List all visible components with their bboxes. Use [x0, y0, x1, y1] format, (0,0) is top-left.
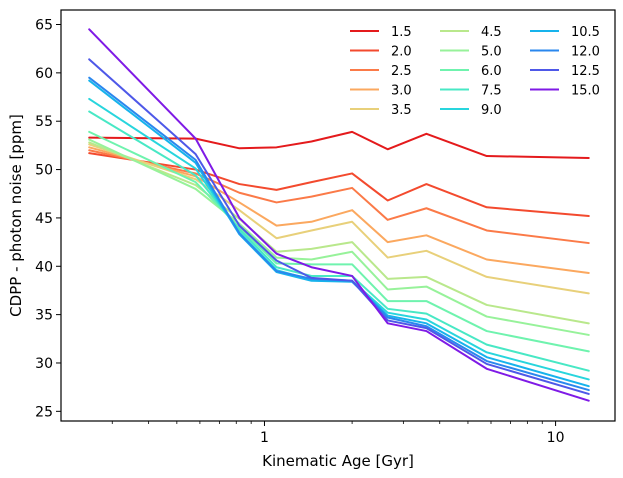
legend-item-15.0: 15.0: [530, 84, 600, 99]
legend-item-6.0: 6.0: [440, 64, 502, 79]
legend: 1.5 2.0 2.5 3.0 3.5 4.5 5.0 6.0 7.5 9.0 10.5 12.0 12…: [350, 25, 600, 118]
legend-item-12.0: 12.0: [530, 45, 600, 60]
y-tick-label: 40: [35, 259, 53, 275]
legend-label: 9.0: [481, 103, 502, 118]
legend-item-1.5: 1.5: [350, 25, 412, 40]
series-line-15.0: [88, 28, 590, 402]
series-line-2.0: [88, 152, 590, 217]
legend-item-5.0: 5.0: [440, 45, 502, 60]
series-line-1.5: [88, 130, 590, 159]
legend-label: 10.5: [571, 25, 600, 40]
legend-item-3.5: 3.5: [350, 103, 412, 118]
legend-label: 12.0: [571, 45, 600, 60]
series-line-7.5: [88, 110, 590, 372]
legend-label: 2.5: [391, 64, 412, 79]
y-tick-label: 55: [35, 114, 53, 130]
plot-frame: [60, 9, 616, 422]
legend-item-12.5: 12.5: [530, 64, 600, 79]
legend-label: 15.0: [571, 84, 600, 99]
legend-item-9.0: 9.0: [440, 103, 502, 118]
y-tick-label: 30: [35, 356, 53, 372]
legend-label: 12.5: [571, 64, 600, 79]
y-tick-label: 45: [35, 211, 53, 227]
legend-item-2.5: 2.5: [350, 64, 412, 79]
legend-label: 1.5: [391, 25, 412, 40]
y-tick-label: 35: [35, 308, 53, 324]
legend-label: 5.0: [481, 45, 502, 60]
y-tick-label: 65: [35, 18, 53, 34]
legend-item-4.5: 4.5: [440, 25, 502, 40]
legend-label: 7.5: [481, 84, 502, 99]
series-line-5.0: [88, 138, 590, 336]
legend-item-10.5: 10.5: [530, 25, 600, 40]
legend-label: 6.0: [481, 64, 502, 79]
legend-item-2.0: 2.0: [350, 45, 412, 60]
legend-label: 2.0: [391, 45, 412, 60]
series-line-12.5: [88, 58, 590, 395]
legend-item-3.0: 3.0: [350, 84, 412, 99]
legend-label: 3.5: [391, 103, 412, 118]
legend-label: 4.5: [481, 25, 502, 40]
y-tick-label: 25: [35, 404, 53, 420]
series-line-6.0: [88, 130, 590, 353]
y-tick-label: 60: [35, 66, 53, 82]
legend-label: 3.0: [391, 84, 412, 99]
y-axis-label: CDPP - photon noise [ppm]: [7, 114, 25, 317]
legend-item-7.5: 7.5: [440, 84, 502, 99]
x-tick-label: 10: [547, 430, 565, 446]
ticks-layer: 25 30 35 40 45 50 55 60 65 1 10: [35, 18, 564, 446]
y-tick-label: 50: [35, 163, 53, 179]
series-line-2.5: [88, 149, 590, 245]
x-axis-label: Kinematic Age [Gyr]: [262, 452, 414, 470]
series-layer: [88, 28, 590, 402]
x-tick-label: 1: [260, 430, 269, 446]
